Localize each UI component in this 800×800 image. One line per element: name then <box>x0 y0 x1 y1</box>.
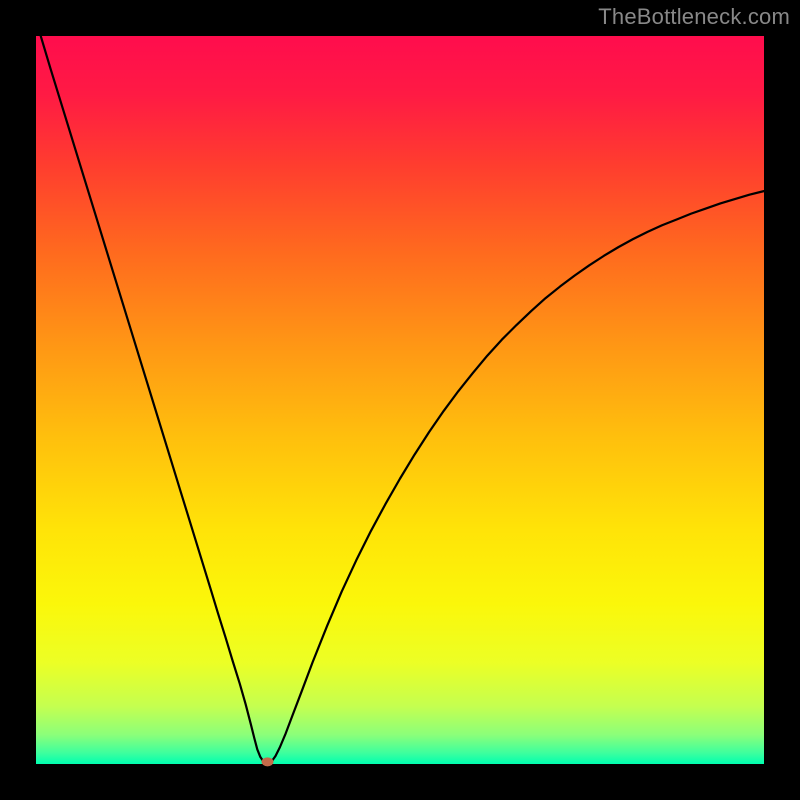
bottleneck-chart-svg <box>0 0 800 800</box>
optimal-point-marker <box>262 757 274 766</box>
watermark-text: TheBottleneck.com <box>598 4 790 30</box>
bottleneck-chart-canvas: TheBottleneck.com <box>0 0 800 800</box>
chart-plot-background <box>36 36 764 764</box>
